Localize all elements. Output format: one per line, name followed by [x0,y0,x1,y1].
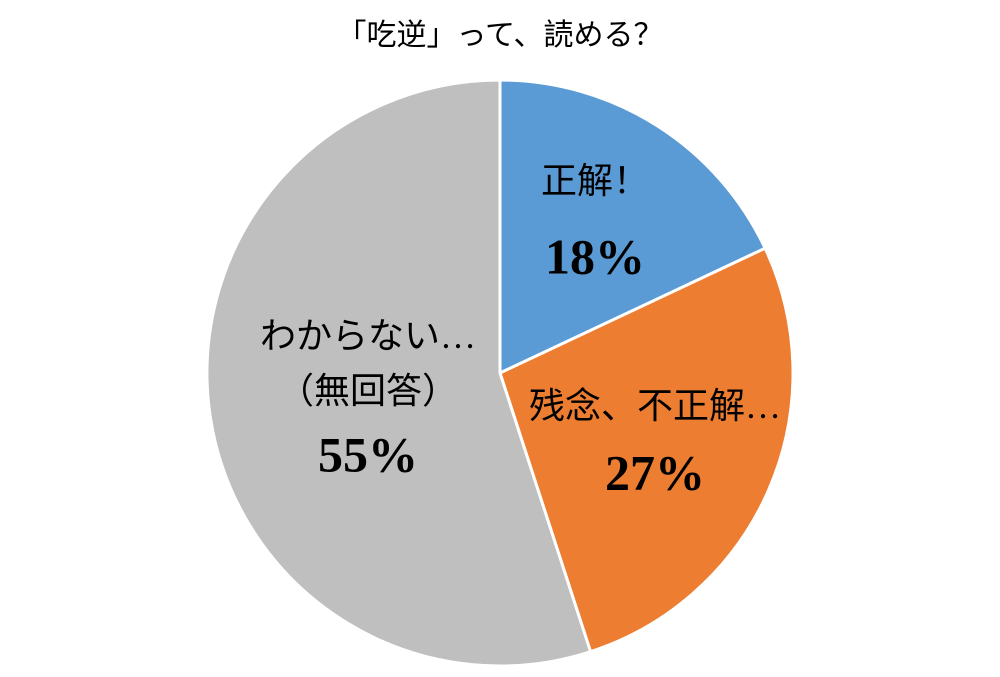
slice-label: 正解！ [541,161,649,201]
slice-label: わからない… （無回答） [260,316,476,411]
pie-slice [498,246,795,654]
pie-slice [498,78,768,376]
slice-label-line: （無回答） [278,371,458,411]
value-label: 27% [605,444,705,500]
slice-label-line: 残念、不正解… [529,386,781,426]
slice-label-line: 正解！ [541,161,649,201]
chart-title: 「吃逆」って、読める？ [337,19,664,52]
value-label: 55% [318,426,418,482]
pie-slice [205,78,593,668]
value-label: 18% [545,228,645,284]
slice-label-line: わからない… [260,316,476,356]
slice-label: 残念、不正解… [529,386,781,426]
